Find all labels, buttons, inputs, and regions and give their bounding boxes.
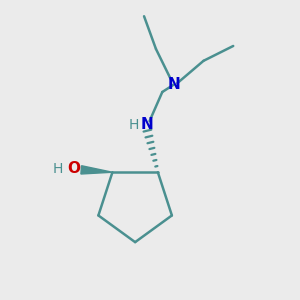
- Text: N: N: [167, 77, 180, 92]
- Text: N: N: [141, 117, 154, 132]
- Polygon shape: [81, 166, 112, 174]
- Text: H: H: [128, 118, 139, 132]
- Text: O: O: [67, 161, 80, 176]
- Text: H: H: [53, 162, 63, 176]
